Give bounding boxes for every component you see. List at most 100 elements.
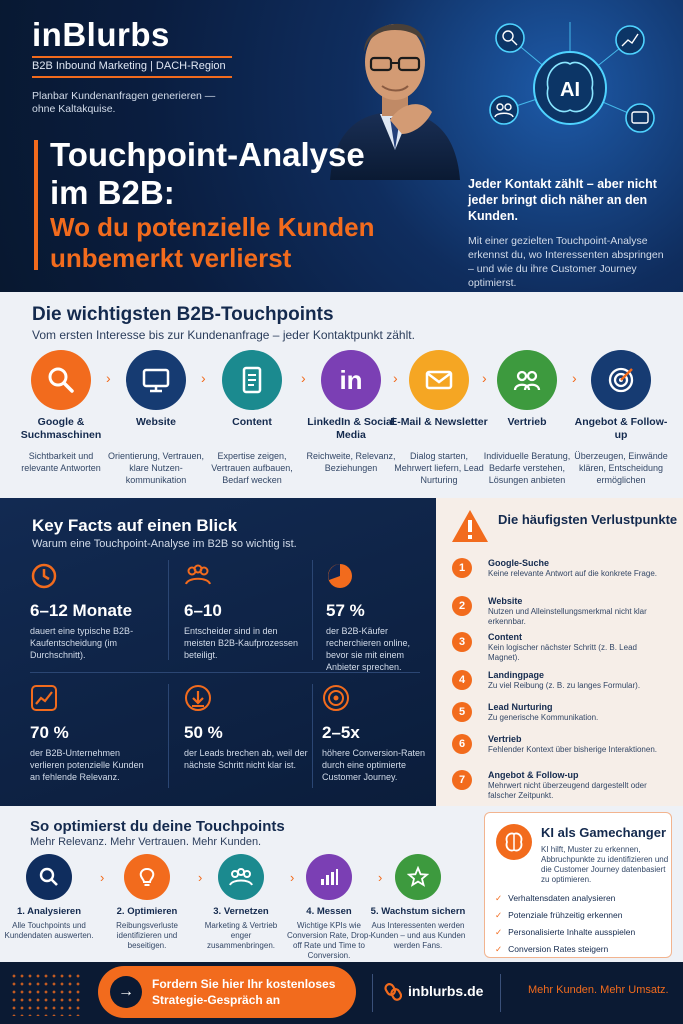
fact-item: 57 % der B2B-Käufer recherchieren online… (326, 562, 428, 673)
fact-item: 50 % der Leads brechen ab, weil der näch… (184, 684, 310, 771)
step-desc: Reibungsverluste identifizieren und bese… (116, 921, 178, 950)
loss-point-desc: Mehrwert nicht überzeugend dargestellt o… (488, 781, 647, 800)
fact-value: 6–10 (184, 601, 222, 620)
step-name: 1. Analysieren (16, 906, 82, 917)
touchpoint-content: Content Expertise zeigen, Vertrauen aufb… (203, 350, 301, 486)
fact-item: 2–5x höhere Conversion-Raten durch eine … (322, 684, 432, 783)
touchpoint-website: Website Orientierung, Vertrauen, klare N… (107, 350, 205, 486)
touchpoint-desc: Überzeugen, Einwände klären, Entscheidun… (574, 451, 668, 485)
ai-box-text: KI hilft, Muster zu erkennen, Abbruchpun… (541, 845, 669, 884)
chevron-right-icon: › (482, 370, 487, 386)
chevron-right-icon: › (572, 370, 577, 386)
fact-text: der B2B-Unternehmen verlieren potenziell… (30, 748, 144, 782)
optimize-subtitle: Mehr Relevanz. Mehr Vertrauen. Mehr Kund… (30, 836, 262, 848)
subtitle-line-2: unbemerkt verlierst (50, 243, 292, 273)
touchpoints-section: Die wichtigsten B2B-Touchpoints Vom erst… (0, 292, 683, 498)
optimize-step: 2. Optimieren Reibungsverluste identifiz… (102, 854, 192, 951)
pie-icon (328, 564, 352, 588)
touchpoint-angebot: Angebot & Follow-up Überzeugen, Einwände… (572, 350, 670, 486)
cta-label: Fordern Sie hier Ihr kostenloses Strateg… (152, 977, 336, 1007)
loss-point-name: Angebot & Follow-up (488, 770, 579, 780)
subtitle-line-1: Wo du potenzielle Kunden (50, 212, 375, 242)
touchpoint-desc: Orientierung, Vertrauen, klare Nutzen-ko… (107, 451, 205, 485)
checklist-label: Potenziale frühzeitig erkennen (508, 910, 623, 920)
loss-point-number: 7 (452, 770, 472, 790)
checklist-label: Verhaltensdaten analysieren (508, 893, 616, 903)
brain-icon (496, 824, 532, 860)
key-facts-subtitle: Warum eine Touchpoint-Analyse im B2B so … (32, 538, 297, 550)
loss-point-desc: Fehlender Kontext über bisherige Interak… (488, 745, 657, 754)
checklist-label: Personalisierte Inhalte ausspielen (508, 927, 636, 937)
businessman-portrait (330, 23, 460, 180)
magnifier-node-icon (495, 23, 525, 53)
touchpoint-desc: Expertise zeigen, Vertrauen aufbauen, Be… (211, 451, 293, 485)
clock-icon (31, 563, 57, 589)
fact-value: 70 % (30, 723, 69, 742)
chat-node-icon (625, 103, 655, 133)
loss-point-desc: Kein logischer nächster Schritt (z. B. L… (488, 643, 637, 662)
loss-point-number: 2 (452, 596, 472, 616)
chevron-right-icon: › (301, 370, 306, 386)
linkedin-icon: in (321, 350, 381, 410)
trend-icon (31, 685, 57, 711)
loss-point-name: Content (488, 632, 522, 642)
title-line-2: im B2B: (50, 174, 175, 211)
loss-point-desc: Nutzen und Alleinstellungsmerkmal nicht … (488, 607, 647, 626)
step-desc: Alle Touchpoints und Kundendaten auswert… (4, 921, 94, 940)
key-facts-section: Key Facts auf einen Blick Warum eine Tou… (0, 498, 436, 806)
loss-points-section: Die häufigsten Verlustpunkte 1 Google-Su… (436, 498, 683, 806)
fact-value: 6–12 Monate (30, 601, 133, 620)
loss-point-desc: Zu generische Kommunikation. (488, 713, 599, 722)
loss-points-title: Die häufigsten Verlustpunkte (498, 512, 678, 527)
step-desc: Wichtige KPIs wie Conversion Rate, Drop-… (286, 921, 372, 960)
chevron-right-icon: › (198, 870, 203, 885)
key-facts-divider (312, 684, 313, 788)
key-facts-divider (30, 672, 420, 673)
touchpoint-name: Vertrieb (507, 416, 547, 428)
brand-subtitle: B2B Inbound Marketing | DACH-Region (32, 60, 226, 72)
optimize-step: 5. Wachstum sichern Aus Interessenten we… (368, 854, 468, 951)
mail-icon (409, 350, 469, 410)
brand-divider (32, 56, 232, 58)
loss-point-number: 3 (452, 632, 472, 652)
cta-button[interactable]: → Fordern Sie hier Ihr kostenloses Strat… (98, 966, 356, 1018)
users-node-icon (489, 95, 519, 125)
ai-gamechanger-box: KI als Gamechanger KI hilft, Muster zu e… (484, 812, 672, 958)
document-icon (222, 350, 282, 410)
loss-point-number: 4 (452, 670, 472, 690)
checklist-label: Conversion Rates steigern (508, 944, 609, 954)
touchpoint-email: E-Mail & Newsletter Dialog starten, Mehr… (390, 350, 488, 486)
checklist-item: ✓ Personalisierte Inhalte ausspielen (495, 927, 635, 938)
key-facts-title: Key Facts auf einen Blick (32, 516, 238, 535)
page-title: Touchpoint-Analyse im B2B: (50, 136, 365, 212)
footer-divider (372, 974, 373, 1012)
footer-divider (500, 974, 501, 1012)
touchpoint-name: Content (232, 416, 272, 428)
group-icon (185, 564, 211, 585)
fact-value: 57 % (326, 601, 365, 620)
fact-value: 50 % (184, 723, 223, 742)
bar-chart-icon (306, 854, 352, 900)
website-link[interactable]: inblurbs.de (408, 983, 484, 999)
loss-point-desc: Zu viel Reibung (z. B. zu langes Formula… (488, 681, 641, 690)
lightbulb-icon (124, 854, 170, 900)
step-name: 4. Messen (306, 906, 352, 917)
check-icon: ✓ (495, 910, 503, 920)
hero-intro-text: Mit einer gezielten Touchpoint-Analyse e… (468, 235, 664, 289)
fact-text: der Leads brechen ab, weil der nächste S… (184, 748, 308, 770)
fact-text: Entscheider sind in den meisten B2B-Kauf… (184, 626, 299, 660)
checklist-item: ✓ Verhaltensdaten analysieren (495, 893, 635, 904)
check-icon: ✓ (495, 893, 503, 903)
loss-point-number: 1 (452, 558, 472, 578)
optimize-section: So optimierst du deine Touchpoints Mehr … (0, 806, 683, 962)
link-icon (384, 983, 402, 1001)
chevron-right-icon: › (290, 870, 295, 885)
touchpoint-desc: Sichtbarkeit und relevante Antworten (21, 451, 101, 473)
fact-value: 2–5x (322, 723, 360, 742)
fact-item: 6–10 Entscheider sind in den meisten B2B… (184, 562, 310, 661)
fact-item: 70 % der B2B-Unternehmen verlieren poten… (30, 684, 156, 783)
optimize-title: So optimierst du deine Touchpoints (30, 818, 285, 835)
growth-chart-node-icon (615, 25, 645, 55)
touchpoint-desc: Dialog starten, Mehrwert liefern, Lead N… (394, 451, 484, 485)
